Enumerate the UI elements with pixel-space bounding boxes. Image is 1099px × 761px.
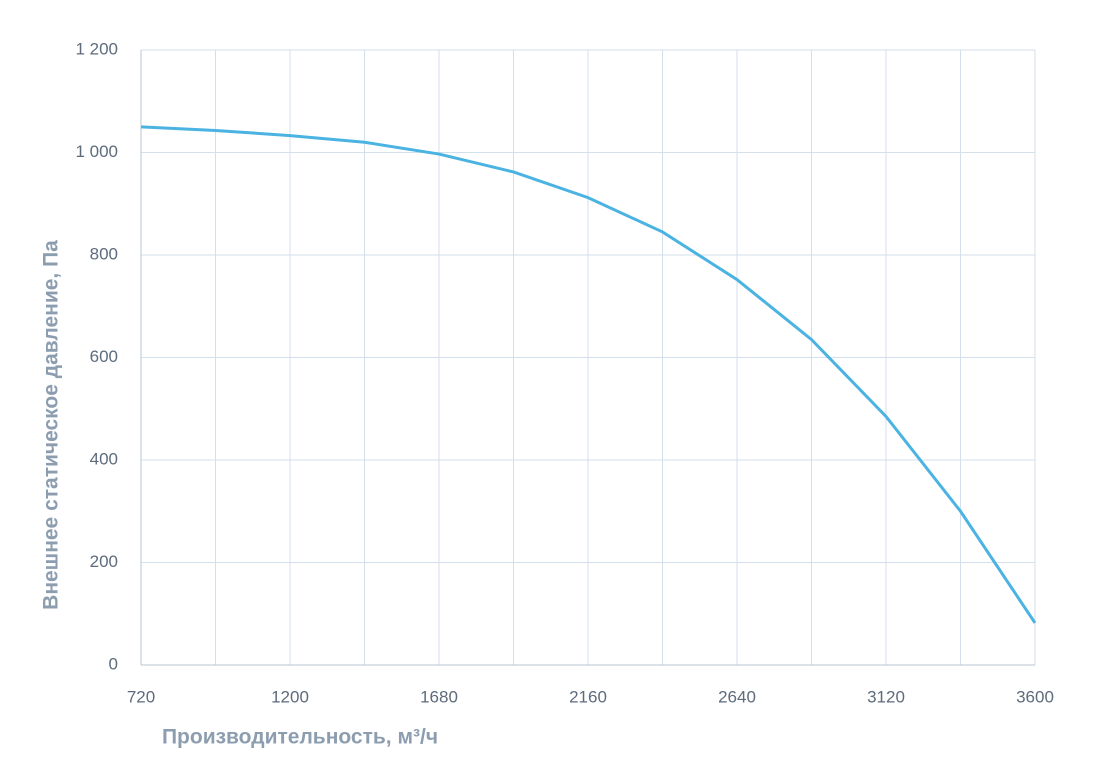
x-tick-label: 3120 xyxy=(867,687,905,706)
x-tick-label: 1680 xyxy=(420,687,458,706)
x-axis-title: Производительность, м³/ч xyxy=(162,726,438,749)
line-series xyxy=(140,125,1037,624)
x-tick-label: 2160 xyxy=(569,687,607,706)
x-tick-label: 720 xyxy=(127,687,155,706)
y-tick-label: 800 xyxy=(90,244,118,263)
y-axis-title: Внешнее статическое давление, Па xyxy=(40,240,63,610)
x-tick-label: 1200 xyxy=(271,687,309,706)
y-tick-label: 1 200 xyxy=(75,39,118,58)
y-tick-label: 0 xyxy=(109,654,118,673)
y-tick-label: 400 xyxy=(90,449,118,468)
y-tick-label: 600 xyxy=(90,347,118,366)
y-tick-label: 200 xyxy=(90,552,118,571)
x-tick-label: 2640 xyxy=(718,687,756,706)
y-tick-label: 1 000 xyxy=(75,142,118,161)
x-tick-label: 3600 xyxy=(1016,687,1054,706)
